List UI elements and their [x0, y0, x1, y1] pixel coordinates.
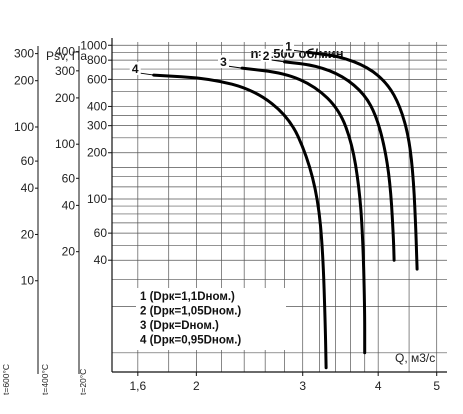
aux-tick-label: 300 [14, 47, 34, 61]
x-tick-label: 5 [433, 379, 440, 393]
curve-label-leader [227, 65, 243, 69]
curve-label-leader [292, 49, 308, 53]
curve-label: 1 [285, 39, 292, 53]
axis-temperature-label: t=600°C [1, 364, 11, 395]
curve-4 [152, 73, 328, 370]
aux-tick-label: 100 [55, 137, 75, 151]
y-tick-label: 1000 [80, 38, 107, 52]
aux-tick-label: 60 [21, 154, 35, 168]
aux-tick-label: 60 [62, 171, 76, 185]
curves: 1 2 3 4 [129, 39, 419, 370]
grid [112, 42, 447, 372]
curve-1 [305, 50, 419, 271]
y-tick-label: 60 [94, 226, 108, 240]
y-tick-label: 800 [87, 53, 107, 67]
chart-title: n=1500 об/мин [250, 46, 343, 61]
aux-tick-label: 200 [14, 74, 34, 88]
curve-label-bg [283, 39, 295, 53]
aux-tick-label: 40 [62, 198, 76, 212]
legend-item: 4 (Dрк=0,95Dном.) [140, 335, 241, 347]
curve-3 [240, 66, 367, 355]
curve-label-leader [270, 59, 285, 63]
curve-2 [283, 60, 396, 262]
aux-tick-label: 200 [55, 91, 75, 105]
curve-label: 4 [132, 62, 139, 76]
aux-tick-label: 300 [55, 64, 75, 78]
y-axis-title: Psv, Па [46, 49, 87, 63]
x-tick-label: 4 [375, 379, 382, 393]
legend-item: 1 (Dрк=1,1Dном.) [140, 291, 235, 303]
x-tick-label: 3 [299, 379, 306, 393]
curve-label: 2 [263, 49, 270, 63]
y-tick-label: 200 [87, 146, 107, 160]
axis-temperature-label: t=20°C [78, 369, 88, 395]
aux-tick-label: 40 [21, 181, 35, 195]
curve-label: 3 [220, 55, 227, 69]
x-tick-label: 1,6 [129, 379, 146, 393]
legend-item: 2 (Dрк=1,05Dном.) [140, 306, 241, 318]
curve-label-bg [260, 48, 272, 62]
legend-box [136, 288, 286, 350]
y-tick-label: 400 [87, 99, 107, 113]
legend-item: 3 (Dрк=Dном.) [140, 320, 219, 332]
legend: 1 (Dрк=1,1Dном.) 2 (Dрк=1,05Dном.) 3 (Dрк=… [136, 288, 286, 350]
x-tick-label: 2 [193, 379, 200, 393]
aux-tick-label: 10 [21, 274, 35, 288]
y-tick-label: 600 [87, 72, 107, 86]
curve-label-bg [129, 62, 141, 76]
aux-tick-label: 100 [14, 120, 34, 134]
y-tick-label: 100 [87, 192, 107, 206]
y-tick-label: 300 [87, 119, 107, 133]
x-axis-title: Q, м3/с [395, 351, 435, 365]
curve-label-bg [217, 55, 229, 69]
aux-tick-label: 20 [21, 227, 35, 241]
y-tick-label: 40 [94, 253, 108, 267]
curve-label-leader [139, 72, 154, 76]
aux-tick-label: 400 [55, 45, 75, 59]
axis-temperature-label: t=400°C [40, 364, 50, 395]
aux-tick-label: 20 [62, 245, 76, 259]
